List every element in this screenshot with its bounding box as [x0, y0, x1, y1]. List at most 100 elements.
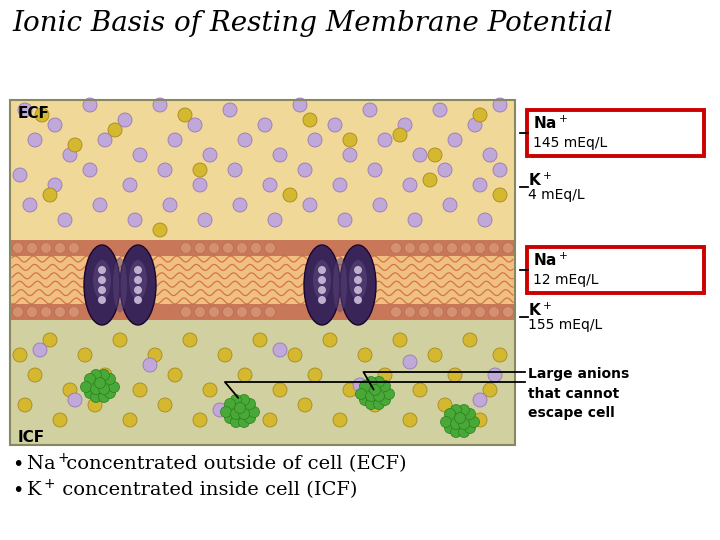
Circle shape: [93, 198, 107, 212]
Text: Na$^+$: Na$^+$: [26, 454, 70, 475]
Circle shape: [18, 398, 32, 412]
Circle shape: [488, 307, 500, 318]
Circle shape: [363, 103, 377, 117]
Circle shape: [168, 133, 182, 147]
Circle shape: [40, 242, 52, 253]
Circle shape: [225, 399, 235, 409]
Circle shape: [483, 383, 497, 397]
Circle shape: [233, 198, 247, 212]
Circle shape: [194, 307, 205, 318]
Circle shape: [343, 148, 357, 162]
Text: Na$^+$: Na$^+$: [533, 114, 568, 132]
Circle shape: [133, 383, 147, 397]
Circle shape: [248, 407, 259, 417]
Circle shape: [35, 108, 49, 122]
Circle shape: [503, 242, 513, 253]
Circle shape: [298, 398, 312, 412]
Circle shape: [63, 148, 77, 162]
Circle shape: [438, 163, 452, 177]
Circle shape: [98, 133, 112, 147]
Circle shape: [238, 368, 252, 382]
Circle shape: [218, 348, 232, 362]
Circle shape: [461, 242, 472, 253]
FancyBboxPatch shape: [527, 247, 704, 293]
Circle shape: [473, 413, 487, 427]
Circle shape: [428, 148, 442, 162]
Circle shape: [473, 108, 487, 122]
Circle shape: [444, 422, 456, 434]
Circle shape: [451, 418, 462, 429]
Circle shape: [441, 416, 451, 428]
Circle shape: [193, 178, 207, 192]
Circle shape: [98, 276, 106, 284]
Ellipse shape: [333, 258, 347, 313]
Circle shape: [503, 307, 513, 318]
Circle shape: [318, 276, 326, 284]
Circle shape: [323, 333, 337, 347]
Circle shape: [379, 381, 390, 392]
Circle shape: [478, 213, 492, 227]
Circle shape: [63, 383, 77, 397]
Circle shape: [43, 188, 57, 202]
Circle shape: [55, 242, 66, 253]
Circle shape: [298, 163, 312, 177]
Circle shape: [390, 242, 402, 253]
Ellipse shape: [304, 245, 340, 325]
Circle shape: [178, 108, 192, 122]
Circle shape: [98, 296, 106, 304]
Circle shape: [413, 383, 427, 397]
Bar: [10, 240, 515, 256]
Circle shape: [373, 198, 387, 212]
Circle shape: [193, 163, 207, 177]
Circle shape: [390, 307, 402, 318]
Circle shape: [18, 103, 32, 117]
Circle shape: [238, 416, 250, 428]
Circle shape: [134, 296, 142, 304]
Circle shape: [318, 266, 326, 274]
Ellipse shape: [313, 260, 331, 300]
Circle shape: [488, 242, 500, 253]
Circle shape: [113, 333, 127, 347]
Circle shape: [354, 276, 362, 284]
Circle shape: [459, 404, 469, 415]
Circle shape: [134, 266, 142, 274]
Circle shape: [84, 388, 96, 399]
Circle shape: [354, 266, 362, 274]
Circle shape: [181, 307, 192, 318]
Circle shape: [123, 178, 137, 192]
Circle shape: [461, 307, 472, 318]
Circle shape: [303, 113, 317, 127]
Circle shape: [12, 242, 24, 253]
Circle shape: [293, 98, 307, 112]
Circle shape: [428, 348, 442, 362]
Circle shape: [273, 148, 287, 162]
Circle shape: [354, 296, 362, 304]
Ellipse shape: [93, 260, 111, 300]
Circle shape: [354, 286, 362, 294]
Circle shape: [91, 383, 102, 395]
Circle shape: [251, 242, 261, 253]
Circle shape: [493, 98, 507, 112]
Circle shape: [374, 399, 384, 409]
Circle shape: [245, 399, 256, 409]
Circle shape: [374, 376, 384, 388]
Text: 12 mEq/L: 12 mEq/L: [533, 273, 598, 287]
Circle shape: [153, 223, 167, 237]
Circle shape: [333, 178, 347, 192]
Ellipse shape: [349, 260, 367, 300]
Circle shape: [158, 398, 172, 412]
Circle shape: [473, 178, 487, 192]
Circle shape: [398, 118, 412, 132]
Circle shape: [134, 276, 142, 284]
Circle shape: [209, 242, 220, 253]
Text: concentrated inside cell (ICF): concentrated inside cell (ICF): [56, 481, 357, 499]
Circle shape: [358, 348, 372, 362]
Circle shape: [238, 408, 250, 420]
Circle shape: [253, 333, 267, 347]
Bar: [10, 100, 515, 445]
Circle shape: [143, 358, 157, 372]
Circle shape: [230, 416, 241, 428]
Circle shape: [228, 163, 242, 177]
Circle shape: [33, 343, 47, 357]
Circle shape: [451, 427, 462, 437]
